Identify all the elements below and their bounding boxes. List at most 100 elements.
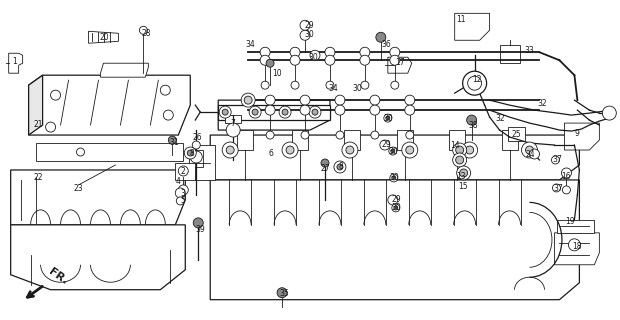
Text: 29: 29 <box>381 140 391 148</box>
Circle shape <box>552 184 560 192</box>
Circle shape <box>140 26 148 34</box>
Circle shape <box>290 55 300 65</box>
Circle shape <box>405 131 414 139</box>
Circle shape <box>321 159 329 167</box>
Text: 8: 8 <box>339 163 343 172</box>
Polygon shape <box>388 57 412 73</box>
Circle shape <box>184 147 197 159</box>
Circle shape <box>226 146 234 154</box>
Polygon shape <box>508 127 525 141</box>
Text: 3: 3 <box>181 189 186 198</box>
Polygon shape <box>189 150 203 167</box>
Text: 11: 11 <box>456 15 466 24</box>
Text: 27: 27 <box>320 164 330 173</box>
Circle shape <box>163 110 174 120</box>
Polygon shape <box>195 145 215 180</box>
Circle shape <box>453 143 467 157</box>
Text: 34: 34 <box>246 40 255 49</box>
Bar <box>502 130 518 150</box>
Circle shape <box>176 197 184 205</box>
Circle shape <box>456 146 464 154</box>
Circle shape <box>193 218 203 228</box>
Circle shape <box>466 146 474 154</box>
Circle shape <box>265 105 275 115</box>
Text: 29: 29 <box>304 21 314 30</box>
Circle shape <box>222 142 238 158</box>
Circle shape <box>301 131 309 139</box>
Circle shape <box>467 115 477 125</box>
Circle shape <box>386 116 390 120</box>
Text: 30: 30 <box>389 173 399 182</box>
Circle shape <box>371 131 379 139</box>
Circle shape <box>334 161 346 173</box>
Circle shape <box>282 142 298 158</box>
Circle shape <box>190 151 202 163</box>
Text: 8: 8 <box>190 148 195 157</box>
Circle shape <box>603 106 616 120</box>
Text: 30: 30 <box>352 84 361 93</box>
Polygon shape <box>218 100 330 130</box>
Polygon shape <box>29 75 43 135</box>
Circle shape <box>376 32 386 42</box>
Circle shape <box>325 47 335 57</box>
Circle shape <box>226 123 240 137</box>
Circle shape <box>391 149 395 153</box>
Circle shape <box>453 153 467 167</box>
Polygon shape <box>454 13 490 40</box>
Text: 17: 17 <box>395 58 405 67</box>
Text: 13: 13 <box>456 172 466 181</box>
Circle shape <box>161 85 171 95</box>
Polygon shape <box>11 170 185 225</box>
Circle shape <box>222 109 228 115</box>
Circle shape <box>192 141 200 149</box>
Text: 14: 14 <box>450 140 459 149</box>
Text: 21: 21 <box>34 120 43 129</box>
Polygon shape <box>564 123 600 150</box>
Circle shape <box>405 105 415 115</box>
Bar <box>292 130 308 150</box>
Circle shape <box>390 174 398 182</box>
Circle shape <box>405 146 414 154</box>
Circle shape <box>562 168 572 178</box>
Polygon shape <box>29 75 190 135</box>
Bar <box>218 105 330 120</box>
Circle shape <box>266 59 274 67</box>
Circle shape <box>526 146 533 154</box>
Bar <box>237 130 253 150</box>
Text: 39: 39 <box>195 225 205 234</box>
Text: 30: 30 <box>388 147 397 156</box>
Circle shape <box>179 185 188 195</box>
Text: 15: 15 <box>458 182 467 191</box>
Polygon shape <box>9 53 23 73</box>
Circle shape <box>402 142 418 158</box>
Circle shape <box>346 146 354 154</box>
Circle shape <box>370 95 380 105</box>
Text: 35: 35 <box>279 289 289 298</box>
Circle shape <box>459 169 467 177</box>
Bar <box>449 130 464 150</box>
Circle shape <box>456 156 464 164</box>
Polygon shape <box>554 233 600 265</box>
Circle shape <box>337 164 343 170</box>
Circle shape <box>380 140 390 150</box>
Circle shape <box>457 166 471 180</box>
Circle shape <box>286 146 294 154</box>
Circle shape <box>389 147 397 155</box>
Text: 30: 30 <box>308 53 318 62</box>
Circle shape <box>241 93 255 107</box>
Circle shape <box>179 166 188 176</box>
Circle shape <box>249 106 261 118</box>
Text: 37: 37 <box>554 184 564 193</box>
Circle shape <box>168 136 176 144</box>
Text: 22: 22 <box>34 173 43 182</box>
Circle shape <box>312 109 318 115</box>
Text: 28: 28 <box>141 29 151 38</box>
Circle shape <box>391 81 399 89</box>
Polygon shape <box>210 180 580 300</box>
Circle shape <box>521 142 538 158</box>
Circle shape <box>187 150 193 156</box>
Circle shape <box>361 81 369 89</box>
Circle shape <box>394 206 398 210</box>
Text: 16: 16 <box>562 172 571 181</box>
Circle shape <box>370 105 380 115</box>
